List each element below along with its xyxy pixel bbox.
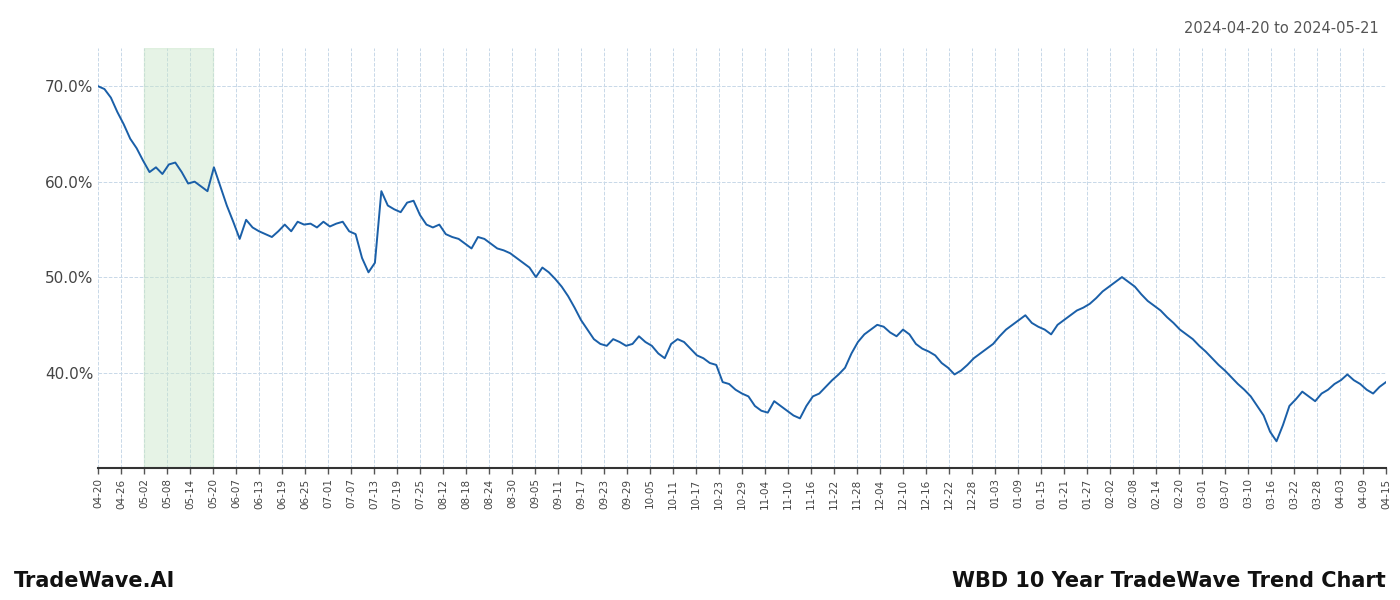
Text: 2024-04-20 to 2024-05-21: 2024-04-20 to 2024-05-21 [1184,21,1379,36]
Bar [144,48,213,468]
Text: TradeWave.AI: TradeWave.AI [14,571,175,591]
Text: WBD 10 Year TradeWave Trend Chart: WBD 10 Year TradeWave Trend Chart [952,571,1386,591]
